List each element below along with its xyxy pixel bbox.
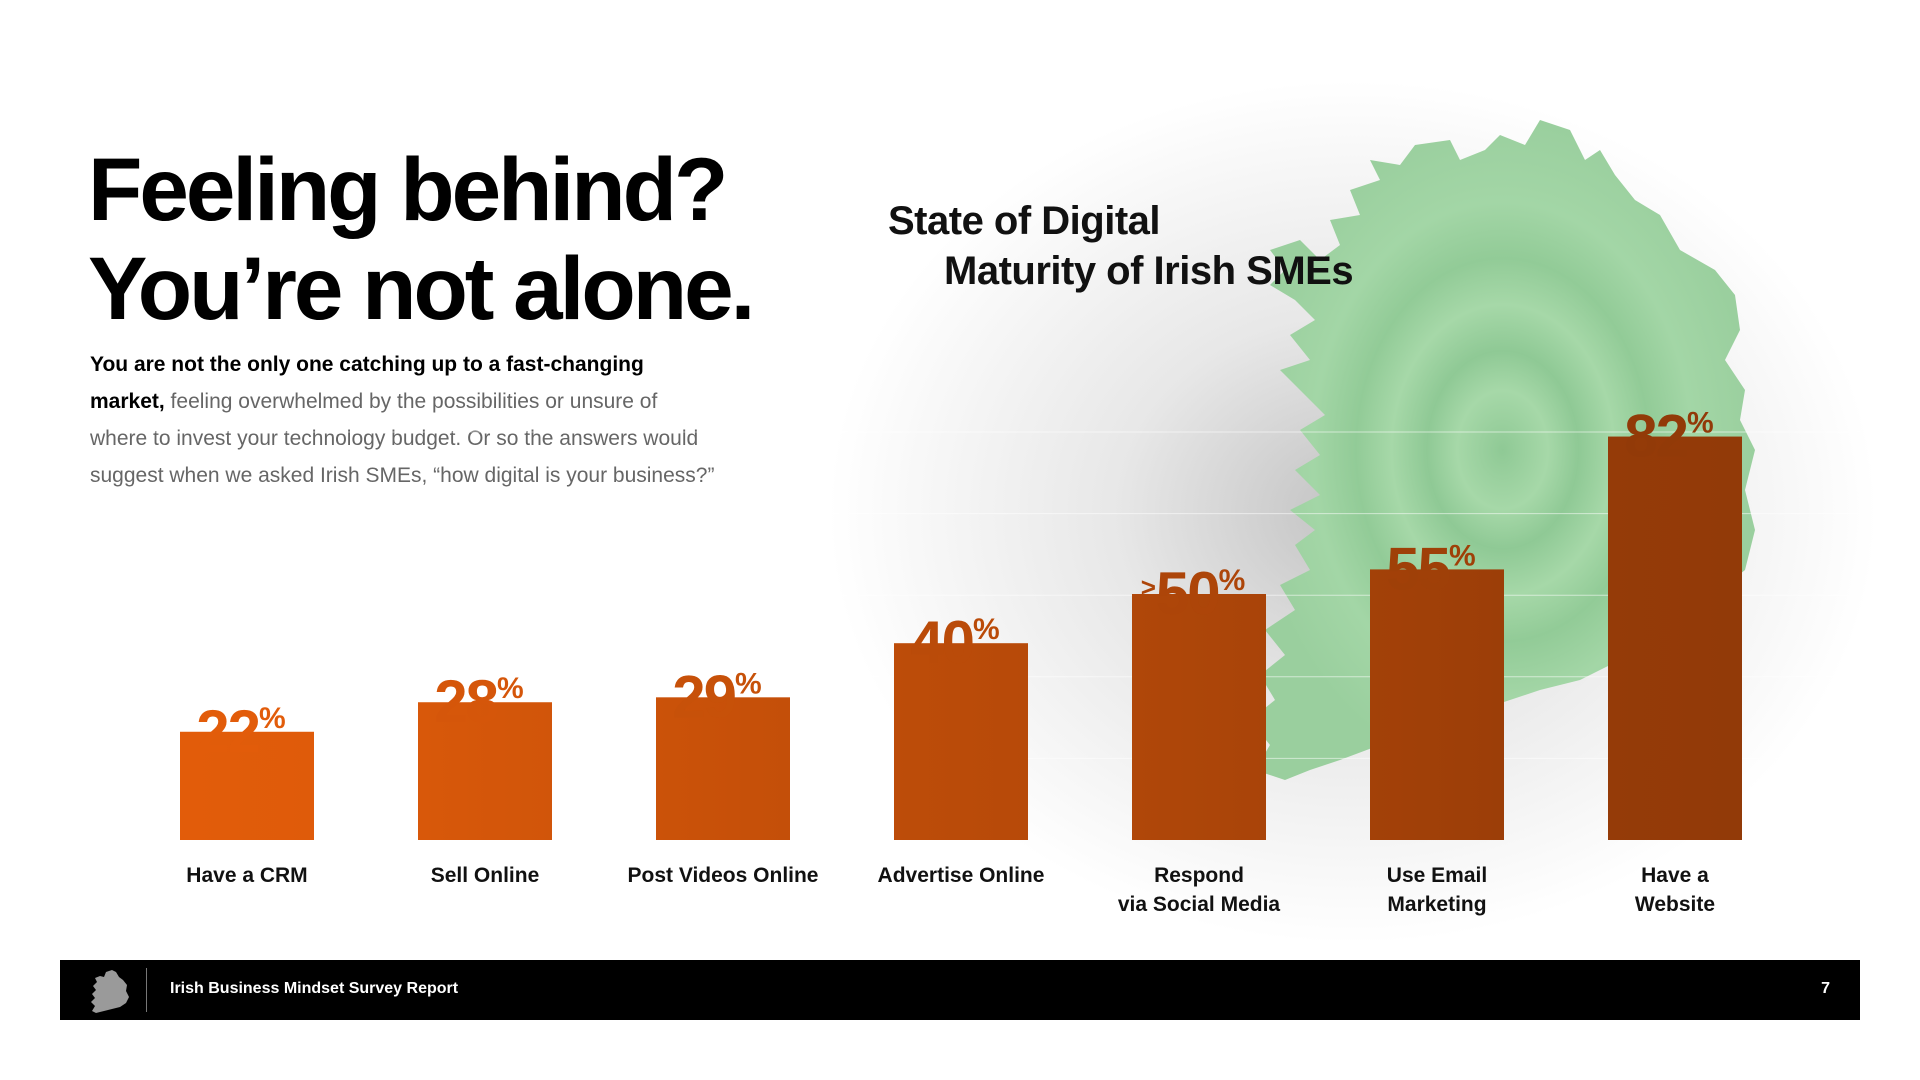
value-number: 40 — [910, 609, 973, 676]
category-label-line: Have a CRM — [186, 864, 307, 887]
value-number: 22 — [196, 698, 259, 765]
category-label-line: Advertise Online — [878, 864, 1045, 887]
category-label-line: Respond — [1154, 864, 1244, 887]
value-suffix: % — [1687, 407, 1714, 440]
value-suffix: % — [259, 702, 286, 735]
bar-value-label: 55% — [1386, 535, 1475, 602]
value-number: 29 — [672, 663, 735, 730]
bar — [1608, 436, 1742, 840]
bar-value-label: 29% — [672, 663, 761, 730]
value-prefix: > — [1141, 572, 1156, 602]
page-number: 7 — [1821, 980, 1830, 997]
bar — [180, 731, 314, 840]
category-label-line: Use Email — [1387, 864, 1487, 887]
bar — [1370, 569, 1504, 840]
bar-value-label: 40% — [910, 609, 999, 676]
category-label-line: Marketing — [1387, 893, 1486, 916]
category-label-line: Have a — [1641, 864, 1709, 887]
report-title: Irish Business Mindset Survey Report — [170, 980, 459, 997]
bar-value-label: 28% — [434, 668, 523, 735]
headline-line-2: You’re not alone. — [88, 238, 755, 338]
bar — [1132, 594, 1266, 840]
chart-title-line-2: Maturity of Irish SMEs — [944, 249, 1354, 293]
bar — [418, 702, 552, 840]
value-number: 82 — [1624, 403, 1687, 470]
bar-value-label: 22% — [196, 698, 285, 765]
bar — [894, 643, 1028, 840]
value-suffix: % — [973, 613, 1000, 646]
category-label: Respond via Social Media — [1118, 864, 1281, 916]
value-number: 55 — [1386, 535, 1449, 602]
intro-paragraph: You are not the only one catching up to … — [90, 346, 720, 494]
ireland-map-icon — [91, 970, 129, 1013]
category-label: Post Videos Online — [628, 864, 819, 887]
bar-value-label: >50% — [1141, 560, 1246, 627]
category-label: Have a Website — [1635, 864, 1715, 916]
intro-body: feeling overwhelmed by the possibilities… — [90, 390, 715, 487]
value-suffix: % — [735, 667, 762, 700]
chart-title-line-1: State of Digital — [888, 199, 1161, 243]
category-label-line: Post Videos Online — [628, 864, 819, 887]
chart-title: State of Digital Maturity of Irish SMEs — [888, 196, 1354, 296]
value-suffix: % — [497, 672, 524, 705]
value-number: 28 — [434, 668, 497, 735]
footer-divider — [146, 968, 147, 1012]
headline: Feeling behind? You’re not alone. — [88, 140, 848, 338]
value-suffix: % — [1219, 564, 1246, 597]
headline-line-1: Feeling behind? — [88, 139, 728, 239]
category-label: Advertise Online — [878, 864, 1045, 887]
category-label: Sell Online — [431, 864, 540, 887]
value-suffix: % — [1449, 539, 1476, 572]
category-label: Have a CRM — [186, 864, 307, 887]
intro-lead: You are not the only one catching up to … — [90, 353, 644, 413]
category-label: Use Email Marketing — [1387, 864, 1487, 916]
category-label-line: Website — [1635, 893, 1715, 916]
bar — [656, 697, 790, 840]
category-label-line: via Social Media — [1118, 893, 1281, 916]
footer-bar: Irish Business Mindset Survey Report 7 — [60, 960, 1860, 1020]
value-number: 50 — [1156, 560, 1219, 627]
bar-value-label: 82% — [1624, 403, 1713, 470]
category-label-line: Sell Online — [431, 864, 540, 887]
